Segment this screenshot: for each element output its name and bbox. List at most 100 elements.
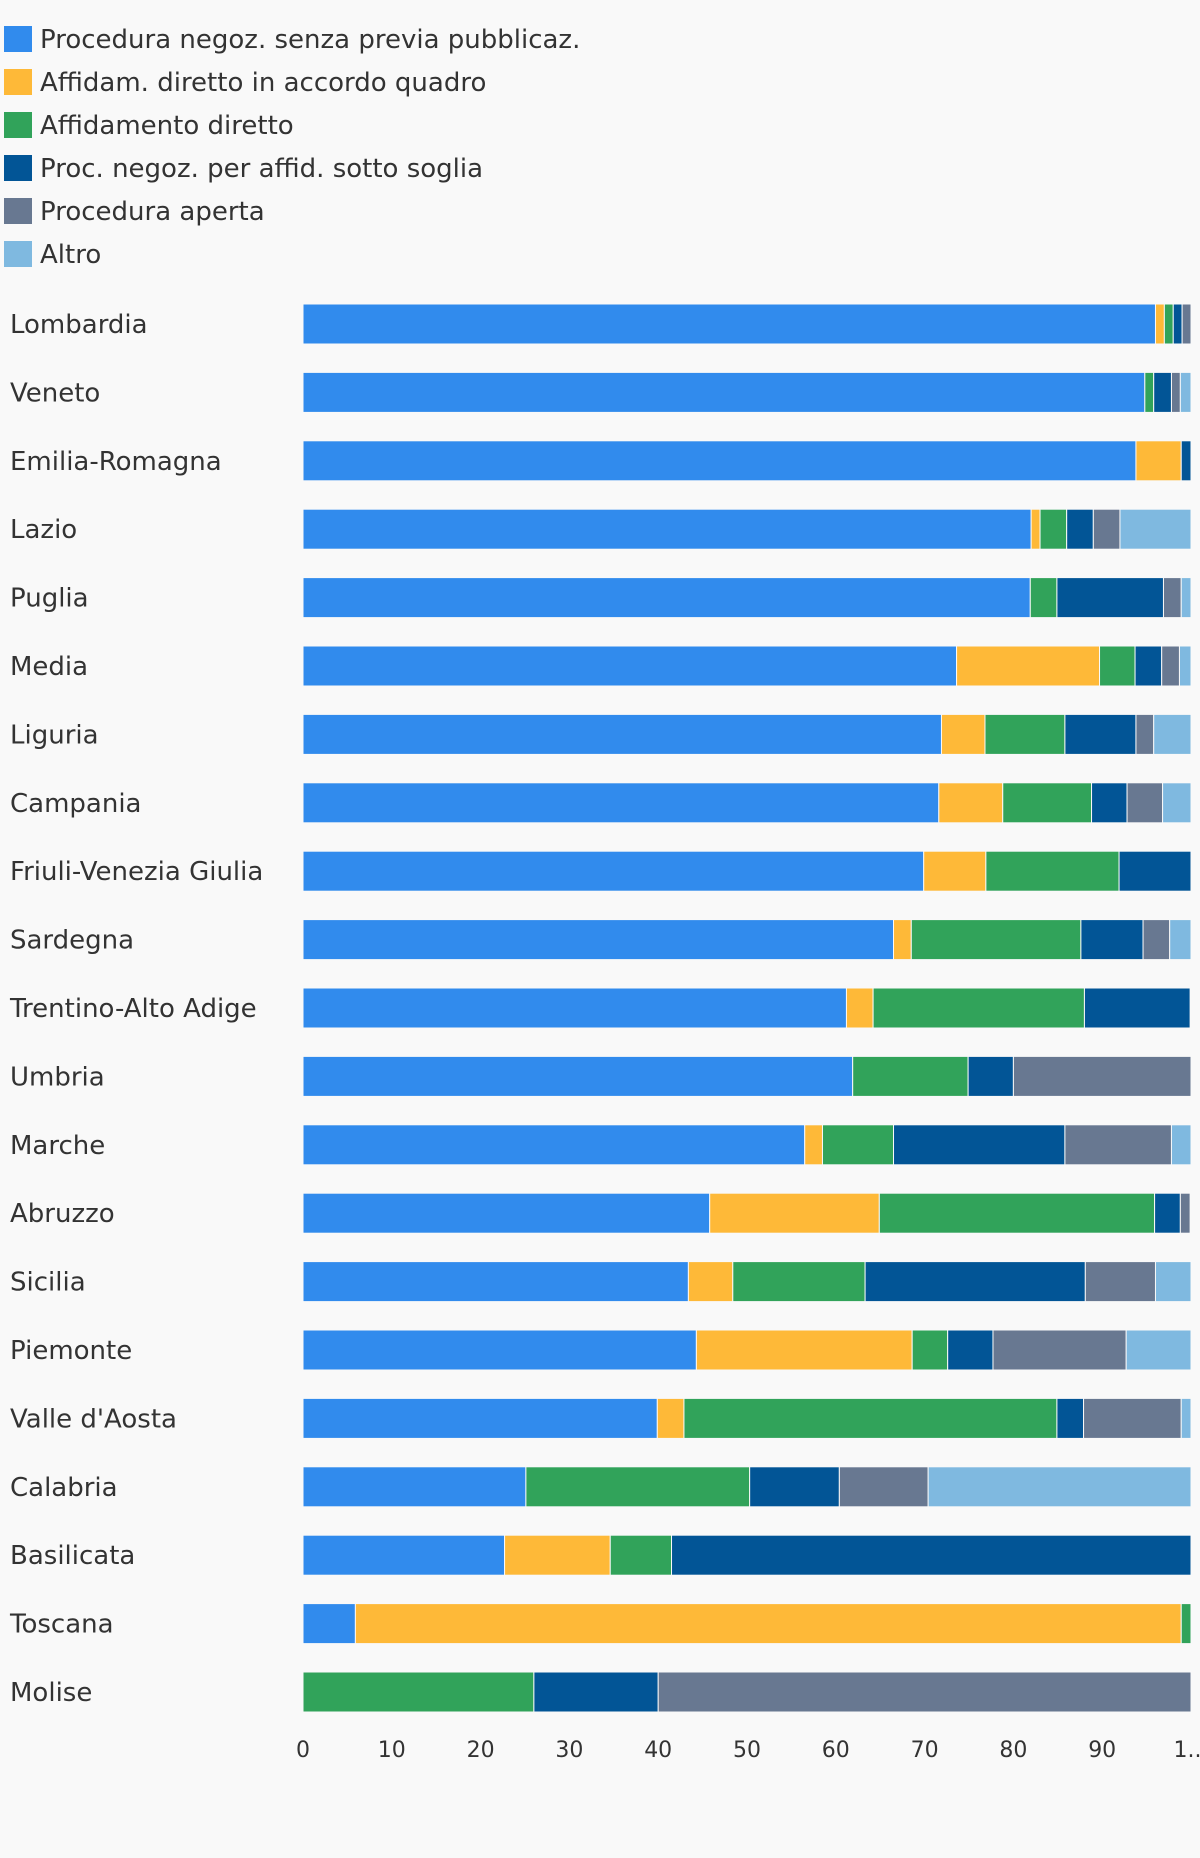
legend-swatch-3 [4, 155, 32, 181]
bar-segment-8-3 [1118, 850, 1192, 892]
bar-segment-9-1 [893, 919, 912, 961]
bar-segment-14-4 [1084, 1261, 1156, 1303]
category-label-3: Lazio [10, 515, 77, 545]
bar-segment-16-4 [1083, 1397, 1182, 1439]
bar-segment-7-2 [1002, 782, 1093, 824]
bar-segment-1-5 [1179, 371, 1192, 413]
bar-segment-13-1 [709, 1192, 880, 1234]
legend-label-4: Procedura aperta [40, 197, 265, 227]
legend-swatch-4 [4, 198, 32, 224]
x-tick-label-3: 30 [555, 1738, 583, 1763]
bar-segment-3-2 [1039, 508, 1068, 550]
bar-segment-13-2 [878, 1192, 1156, 1234]
category-label-18: Basilicata [10, 1541, 135, 1571]
bar-segment-8-2 [985, 850, 1120, 892]
bar-segment-14-0 [302, 1261, 689, 1303]
bar-segment-0-3 [1172, 303, 1183, 345]
bar-segment-17-0 [302, 1466, 527, 1508]
x-tick-label-0: 0 [296, 1738, 310, 1763]
category-label-11: Umbria [10, 1062, 105, 1092]
x-tick-label-9: 90 [1088, 1738, 1116, 1763]
bar-segment-12-1 [804, 1124, 823, 1166]
x-axis: 0 10 20 30 40 50 60 70 80 90 1... [296, 1738, 1200, 1763]
category-label-6: Liguria [10, 720, 99, 750]
category-label-1: Veneto [10, 378, 100, 408]
bar-segment-18-2 [609, 1534, 673, 1576]
legend: Procedura negoz. senza previa pubblicaz.… [4, 25, 580, 270]
bar-segment-11-3 [967, 1055, 1014, 1097]
category-label-16: Valle d'Aosta [10, 1404, 177, 1434]
bar-segment-1-0 [302, 371, 1146, 413]
category-label-13: Abruzzo [10, 1199, 115, 1229]
legend-label-3: Proc. negoz. per affid. sotto soglia [40, 154, 483, 184]
bar-segment-20-4 [657, 1671, 1192, 1713]
bar-segment-13-3 [1154, 1192, 1181, 1234]
bar-segment-4-4 [1162, 577, 1182, 619]
x-tick-label-4: 40 [644, 1738, 672, 1763]
bar-segment-2-1 [1135, 440, 1182, 482]
bar-segment-5-3 [1134, 645, 1163, 687]
bar-segment-15-3 [947, 1329, 994, 1371]
bar-segment-3-4 [1092, 508, 1121, 550]
bar-segment-7-4 [1126, 782, 1164, 824]
category-label-14: Sicilia [10, 1268, 86, 1298]
bar-segment-9-5 [1169, 919, 1192, 961]
bar-segment-0-2 [1163, 303, 1174, 345]
bar-segment-5-0 [302, 645, 958, 687]
bar-segment-19-2 [1180, 1603, 1192, 1645]
bar-segment-0-4 [1181, 303, 1192, 345]
bar-segment-15-4 [992, 1329, 1127, 1371]
bar-segment-11-2 [852, 1055, 969, 1097]
bar-segment-7-5 [1162, 782, 1192, 824]
x-tick-label-10: 1... [1174, 1738, 1200, 1763]
bar-segment-12-5 [1170, 1124, 1192, 1166]
bar-segment-17-3 [749, 1466, 840, 1508]
bar-segment-5-1 [956, 645, 1101, 687]
legend-swatch-1 [4, 69, 32, 95]
bar-segment-10-3 [1083, 987, 1191, 1029]
bar-segment-9-4 [1142, 919, 1171, 961]
bar-segment-1-3 [1153, 371, 1172, 413]
bar-segment-15-0 [302, 1329, 697, 1371]
bar-segment-14-2 [732, 1261, 866, 1303]
bar-segment-8-0 [302, 850, 925, 892]
category-label-15: Piemonte [10, 1336, 132, 1366]
bar-segment-14-3 [864, 1261, 1086, 1303]
bar-segment-16-0 [302, 1397, 658, 1439]
legend-label-1: Affidam. diretto in accordo quadro [40, 68, 486, 98]
bar-segment-5-2 [1099, 645, 1136, 687]
bar-segment-12-3 [893, 1124, 1066, 1166]
bar-segment-20-3 [533, 1671, 659, 1713]
legend-swatch-2 [4, 112, 32, 138]
category-label-7: Campania [10, 789, 142, 819]
x-tick-label-1: 10 [378, 1738, 406, 1763]
bar-segment-10-0 [302, 987, 847, 1029]
bar-segment-11-4 [1012, 1055, 1192, 1097]
bar-segment-2-0 [302, 440, 1137, 482]
bar-segment-6-4 [1135, 713, 1155, 755]
x-tick-label-7: 70 [911, 1738, 939, 1763]
bar-segment-9-2 [910, 919, 1082, 961]
bar-segment-8-1 [923, 850, 987, 892]
bar-segment-15-5 [1125, 1329, 1192, 1371]
bar-segment-16-2 [683, 1397, 1058, 1439]
legend-swatch-5 [4, 241, 32, 267]
bar-segment-4-3 [1056, 577, 1164, 619]
x-tick-label-2: 20 [467, 1738, 495, 1763]
bar-segment-1-4 [1170, 371, 1181, 413]
legend-label-5: Altro [40, 240, 101, 270]
bar-segment-5-4 [1161, 645, 1180, 687]
bar-segment-20-2 [302, 1671, 535, 1713]
bar-segment-12-0 [302, 1124, 806, 1166]
bar-segment-3-1 [1030, 508, 1041, 550]
x-tick-label-6: 60 [822, 1738, 850, 1763]
category-label-17: Calabria [10, 1473, 118, 1503]
bar-segment-9-0 [302, 919, 895, 961]
category-label-20: Molise [10, 1678, 92, 1708]
bar-segment-18-0 [302, 1534, 506, 1576]
bar-segment-0-0 [302, 303, 1156, 345]
bar-segment-16-1 [656, 1397, 685, 1439]
bar-segment-18-3 [671, 1534, 1192, 1576]
bar-segment-2-3 [1180, 440, 1192, 482]
